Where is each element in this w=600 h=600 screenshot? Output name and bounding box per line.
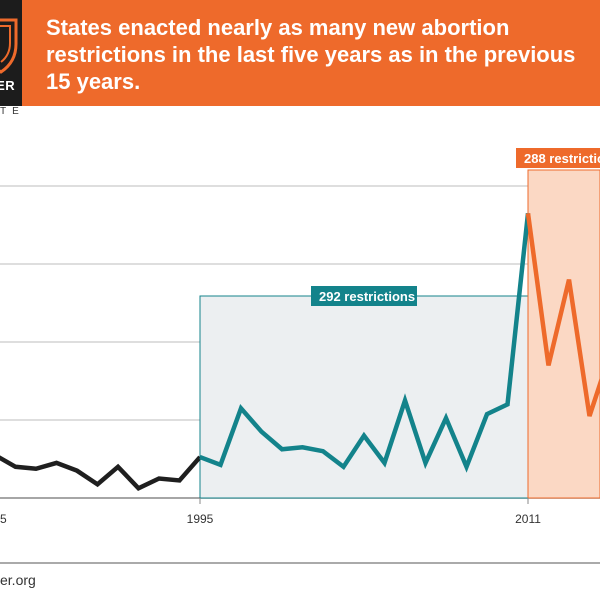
series-line [0,455,202,491]
headline-banner: States enacted nearly as many new aborti… [22,0,600,106]
logo-subtitle: TE [0,106,22,117]
x-tick-label: 1995 [187,512,214,526]
logo: IER [0,0,22,106]
annotation-band [199,295,529,499]
source-credit: er.org [0,572,36,588]
series-line [525,212,600,417]
annotation-label-bg [311,286,417,306]
logo-wordmark: IER [0,78,16,93]
annotation-label: 288 restrictio [524,151,600,166]
x-tick-label: 5 [0,512,7,526]
annotation-bands [199,169,600,499]
annotation-label-bg [516,148,600,168]
x-tick-label: 2011 [515,512,541,526]
series-lines [0,212,600,491]
annotation-band [527,169,600,499]
x-axis-ticks: 5 1995 2011 [0,498,541,526]
shield-icon [0,18,18,74]
series-line [199,213,531,473]
annotation-labels: 292 restrictions 288 restrictio [311,148,600,306]
annotation-label: 292 restrictions [319,289,415,304]
chart-title: States enacted nearly as many new aborti… [46,15,576,94]
